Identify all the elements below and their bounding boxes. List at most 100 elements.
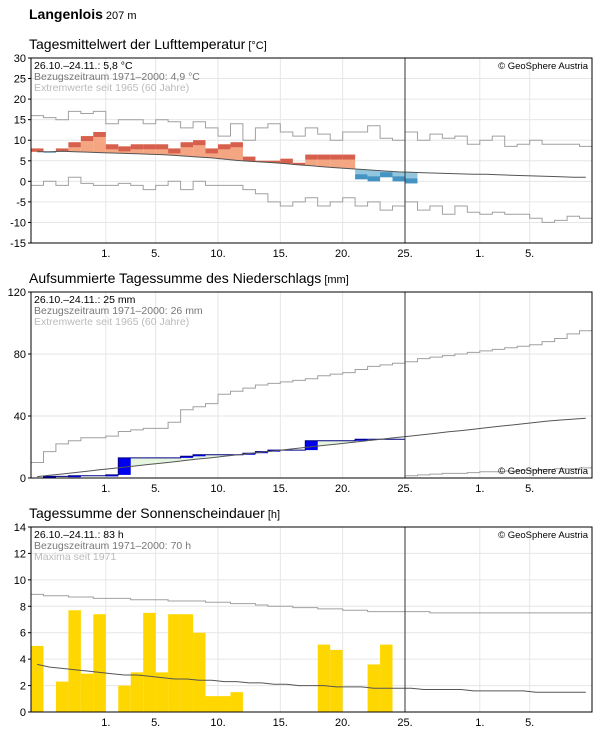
- sunshine-bar: [155, 672, 169, 712]
- sunshine-reference-line: [37, 663, 586, 693]
- precipitation-xtick-label: 15.: [273, 483, 288, 495]
- sunshine-copyright: © GeoSphere Austria: [498, 530, 589, 541]
- sunshine-bar: [317, 644, 331, 712]
- precipitation-max-extreme-cumulative-line: [31, 330, 592, 463]
- temperature-chart-title: Tagesmittelwert der Lufttemperatur [°C]: [29, 36, 267, 52]
- temperature-anomaly-cap: [267, 160, 281, 163]
- sunshine-bar: [230, 692, 243, 712]
- sunshine-bar: [68, 610, 81, 712]
- precipitation-excess-area: [180, 456, 194, 461]
- precipitation-unit: [mm]: [324, 274, 349, 286]
- sunshine-ytick-label: 14: [14, 522, 26, 534]
- temperature-info-extremes: Extremwerte seit 1965 (60 Jahre): [34, 82, 189, 94]
- sunshine-maxima-line: [31, 593, 592, 614]
- temperature-ytick-label: 30: [14, 53, 26, 65]
- temperature-xtick-label: 15.: [273, 248, 288, 260]
- sunshine-bar: [205, 696, 218, 712]
- precipitation-excess-area: [218, 454, 231, 457]
- precipitation-daily-bar: [68, 475, 81, 478]
- sunshine-ytick-label: 0: [20, 707, 26, 719]
- precipitation-daily-bar: [193, 454, 206, 457]
- precipitation-daily-bar: [305, 440, 318, 451]
- precipitation-excess-area: [130, 457, 144, 466]
- sunshine-bar: [180, 614, 194, 712]
- temperature-anomaly-cap: [155, 144, 169, 150]
- precipitation-chart: 0 40 80 120 1. 5. 10. 15. 20. 25. 1. 5. 26.10.–24.11…: [8, 287, 593, 495]
- sunshine-chart: 0 2 4 6 8 10 12 14 1. 5. 10. 15. 20. 25. 1. 5. 26.10.–24…: [14, 522, 593, 729]
- precipitation-daily-bar: [43, 476, 56, 478]
- precipitation-xtick-label: 5.: [151, 483, 160, 495]
- sunshine-ytick-label: 12: [14, 548, 26, 560]
- sunshine-bar: [193, 632, 206, 712]
- sunshine-bar: [218, 696, 231, 712]
- sunshine-bar: [380, 644, 393, 712]
- sunshine-bar: [143, 612, 156, 712]
- temperature-anomaly-cap: [292, 162, 306, 165]
- sunshine-ytick-label: 6: [20, 628, 26, 640]
- sunshine-bar: [31, 645, 44, 712]
- station-header: Langenlois 207 m: [29, 6, 136, 22]
- temperature-anomaly-cap: [230, 142, 243, 148]
- temperature-anomaly-bar: [305, 154, 318, 166]
- sunshine-xtick-label: 5.: [151, 717, 160, 729]
- temperature-anomaly-cap: [355, 174, 368, 180]
- sunshine-ytick-label: 8: [20, 601, 26, 613]
- temperature-ytick-label: -10: [10, 217, 26, 229]
- temperature-anomaly-cap: [405, 178, 418, 184]
- temperature-anomaly-cap: [392, 176, 405, 182]
- temperature-xtick-label: 1.: [475, 248, 484, 260]
- temperature-anomaly-cap: [55, 148, 69, 152]
- precipitation-title-text: Aufsummierte Tagessumme des Niederschlag…: [29, 270, 322, 286]
- precipitation-excess-area: [342, 440, 356, 443]
- precipitation-ytick-label: 40: [14, 411, 26, 423]
- temperature-anomaly-cap: [205, 148, 218, 154]
- temperature-min-extreme-line: [31, 176, 592, 223]
- temperature-anomaly-cap: [80, 136, 94, 142]
- precipitation-xtick-label: 1.: [101, 483, 110, 495]
- station-name: Langenlois: [29, 6, 103, 22]
- precipitation-excess-area: [330, 440, 343, 445]
- temperature-info-current: 26.10.–24.11.: 5,8 °C: [34, 60, 133, 72]
- precipitation-excess-area: [155, 457, 169, 464]
- temperature-ytick-label: 25: [14, 74, 26, 86]
- temperature-ytick-label: 5: [20, 156, 26, 168]
- temperature-anomaly-cap: [130, 144, 144, 150]
- temperature-anomaly-cap: [143, 144, 156, 150]
- sunshine-unit: [h]: [267, 509, 281, 521]
- temperature-anomaly-cap: [168, 148, 181, 154]
- precipitation-info-reference: Bezugszeitraum 1971–2000: 26 mm: [34, 305, 203, 317]
- temperature-anomaly-cap: [367, 176, 381, 182]
- sunshine-ytick-label: 10: [14, 575, 26, 587]
- temperature-reference-line: [37, 150, 586, 178]
- temperature-max-extreme-line: [31, 110, 592, 147]
- precipitation-xtick-label: 5.: [525, 483, 534, 495]
- sunshine-xtick-label: 1.: [475, 717, 484, 729]
- sunshine-info-reference: Bezugszeitraum 1971–2000: 70 h: [34, 540, 191, 552]
- temperature-xtick-label: 10.: [210, 248, 225, 260]
- sunshine-ytick-label: 2: [20, 681, 26, 693]
- temperature-anomaly-cap: [342, 154, 356, 160]
- precipitation-ytick-label: 120: [8, 287, 26, 299]
- temperature-title-text: Tagesmittelwert der Lufttemperatur: [29, 36, 246, 52]
- temperature-xtick-label: 5.: [151, 248, 160, 260]
- temperature-anomaly-cap: [118, 146, 131, 152]
- temperature-anomaly-cap: [380, 172, 393, 178]
- sunshine-info-extremes: Maxima seit 1971: [34, 551, 116, 563]
- precipitation-excess-area: [143, 457, 156, 465]
- temperature-anomaly-cap: [218, 144, 231, 150]
- sunshine-title-text: Tagessumme der Sonnenscheindauer: [29, 505, 265, 521]
- precipitation-plot-frame: [30, 291, 593, 479]
- temperature-copyright: © GeoSphere Austria: [498, 61, 589, 72]
- sunshine-bar: [130, 672, 144, 712]
- precipitation-xtick-label: 20.: [335, 483, 350, 495]
- sunshine-bar: [93, 614, 106, 712]
- temperature-anomaly-cap: [330, 154, 343, 160]
- temperature-anomaly-cap: [242, 156, 256, 162]
- precipitation-reference-line: [37, 417, 586, 478]
- precipitation-info-extremes: Extremwerte seit 1965 (60 Jahre): [34, 316, 189, 328]
- sunshine-xtick-label: 15.: [273, 717, 288, 729]
- temperature-anomaly-cap: [93, 132, 106, 137]
- precipitation-excess-area: [193, 454, 206, 459]
- temperature-anomaly-bar: [155, 144, 169, 155]
- temperature-anomaly-cap: [31, 148, 44, 152]
